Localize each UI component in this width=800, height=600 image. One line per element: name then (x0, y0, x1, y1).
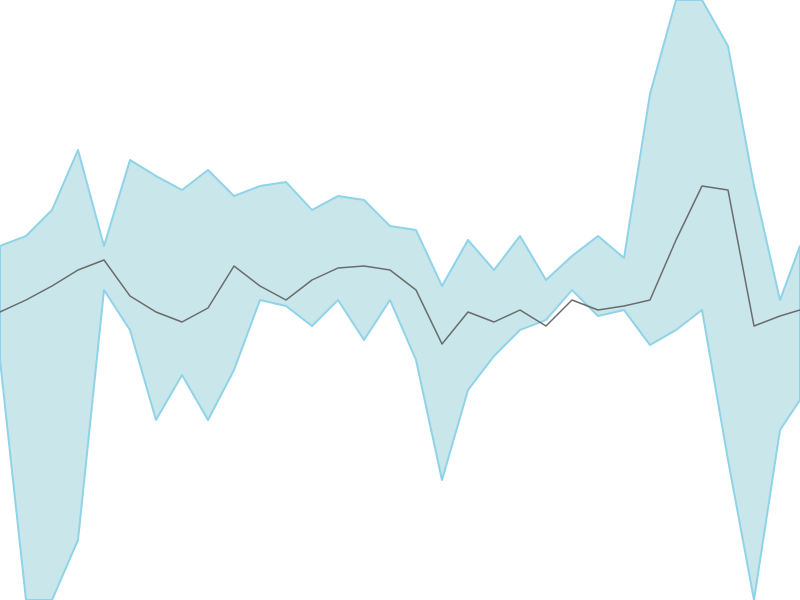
confidence-band (0, 0, 800, 600)
chart-svg (0, 0, 800, 600)
confidence-band-chart (0, 0, 800, 600)
